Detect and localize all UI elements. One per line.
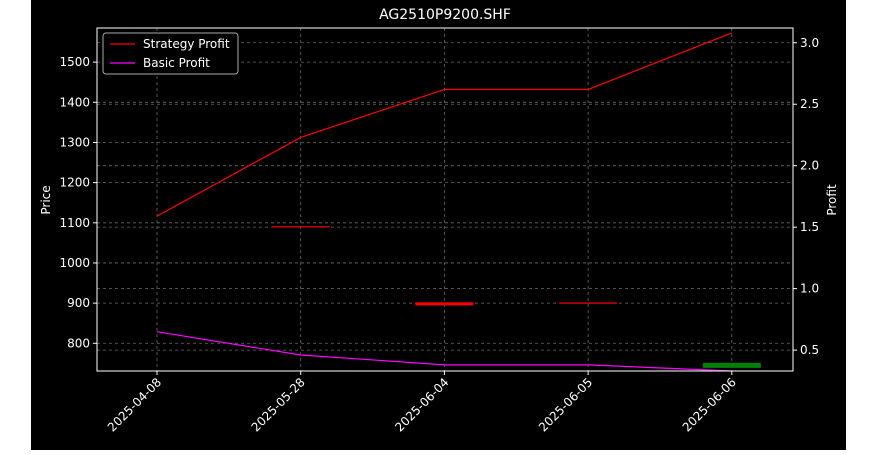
y-tick-label: 1400 xyxy=(59,95,90,109)
legend: Strategy Profit Basic Profit xyxy=(102,32,239,75)
strategy-profit-line xyxy=(156,32,733,217)
y-tick-label: 1500 xyxy=(59,55,90,69)
y2-tick-label: 1.0 xyxy=(800,282,819,296)
chart-figure: AG2510P9200.SHF 2025-04-08 2025-05-28 2025… xyxy=(31,0,846,450)
legend-label-basic: Basic Profit xyxy=(143,56,210,70)
x-tick-label: 2025-06-06 xyxy=(680,375,739,434)
y-axis-left: 800 900 1000 1100 1200 1300 1400 1500 xyxy=(59,55,97,350)
x-tick-label: 2025-06-05 xyxy=(536,375,595,434)
basic-profit-line xyxy=(156,331,732,372)
x-tick-label: 2025-05-28 xyxy=(249,375,308,434)
y-tick-label: 800 xyxy=(67,336,90,350)
y2-axis-label: Profit xyxy=(825,184,839,216)
y-tick-label: 1100 xyxy=(59,216,90,230)
y-tick-label: 1000 xyxy=(59,256,90,270)
y-axis-label: Price xyxy=(39,185,53,214)
marker-layer xyxy=(271,226,761,368)
x-tick-label: 2025-04-08 xyxy=(105,375,164,434)
y2-tick-label: 1.5 xyxy=(800,220,819,234)
y2-tick-label: 2.5 xyxy=(800,97,819,111)
x-tick-label: 2025-06-04 xyxy=(392,375,451,434)
y-tick-label: 1200 xyxy=(59,176,90,190)
x-axis: 2025-04-08 2025-05-28 2025-06-04 2025-06-05… xyxy=(105,371,739,434)
grid-lines xyxy=(97,28,793,371)
y2-tick-label: 2.0 xyxy=(800,159,819,173)
y2-tick-label: 0.5 xyxy=(800,343,819,357)
legend-label-strategy: Strategy Profit xyxy=(143,37,230,51)
chart-svg: AG2510P9200.SHF 2025-04-08 2025-05-28 2025… xyxy=(39,7,839,434)
y2-tick-label: 3.0 xyxy=(800,36,819,50)
y-axis-right: 0.5 1.0 1.5 2.0 2.5 3.0 xyxy=(793,36,819,357)
y-tick-label: 1300 xyxy=(59,135,90,149)
chart-title: AG2510P9200.SHF xyxy=(379,7,511,23)
plot-frame xyxy=(96,27,794,372)
legend-box xyxy=(102,32,239,75)
series-lines xyxy=(156,32,733,372)
y-tick-label: 900 xyxy=(67,296,90,310)
